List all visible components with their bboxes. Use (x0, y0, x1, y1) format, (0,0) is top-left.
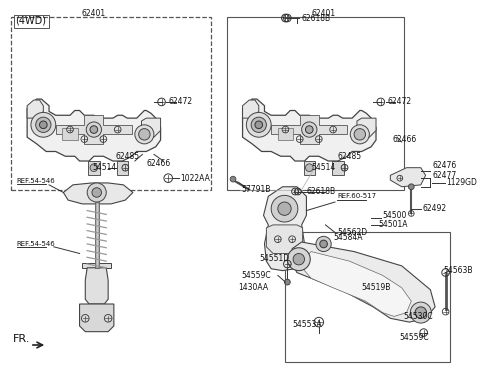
Polygon shape (292, 242, 435, 322)
Text: 62472: 62472 (387, 97, 411, 107)
Text: 62485: 62485 (116, 152, 140, 161)
Text: 54563B: 54563B (444, 266, 473, 275)
Circle shape (271, 195, 298, 222)
Text: 62472: 62472 (168, 97, 192, 107)
Polygon shape (27, 99, 161, 161)
Text: 62618B: 62618B (306, 187, 336, 196)
Text: 1022AA: 1022AA (180, 174, 210, 183)
Circle shape (255, 121, 263, 129)
Circle shape (39, 121, 47, 129)
Text: 62492: 62492 (423, 204, 447, 213)
Text: 62466: 62466 (392, 135, 417, 144)
Text: (4WD): (4WD) (15, 16, 46, 26)
Bar (332, 161, 344, 175)
Polygon shape (390, 168, 426, 187)
Bar (88, 161, 99, 175)
Bar (117, 161, 128, 175)
Circle shape (139, 129, 150, 140)
Text: 54559C: 54559C (400, 333, 430, 342)
Polygon shape (242, 100, 259, 118)
Text: 62401: 62401 (82, 9, 106, 18)
Circle shape (316, 236, 331, 252)
Polygon shape (85, 268, 108, 304)
Circle shape (305, 126, 313, 134)
Text: 62466: 62466 (146, 159, 170, 168)
Bar (11, 17, 211, 190)
Polygon shape (56, 115, 132, 144)
Text: REF.54-546: REF.54-546 (17, 241, 55, 247)
Circle shape (36, 117, 51, 132)
Polygon shape (27, 100, 43, 118)
Circle shape (415, 307, 427, 318)
Polygon shape (142, 118, 161, 137)
Text: 1430AA: 1430AA (238, 283, 268, 292)
Polygon shape (357, 118, 376, 137)
Text: 54530C: 54530C (404, 312, 433, 321)
Text: 54553A: 54553A (292, 319, 322, 328)
Circle shape (350, 125, 369, 144)
Circle shape (293, 254, 304, 265)
Text: 54519B: 54519B (362, 283, 391, 292)
Circle shape (90, 164, 97, 172)
Polygon shape (63, 183, 133, 204)
Circle shape (135, 125, 154, 144)
Polygon shape (80, 304, 114, 332)
Polygon shape (242, 99, 376, 161)
Circle shape (408, 184, 414, 190)
Circle shape (354, 129, 366, 140)
Text: 62476: 62476 (432, 161, 456, 170)
Circle shape (31, 113, 56, 137)
Circle shape (278, 202, 291, 215)
Text: 54584A: 54584A (333, 233, 362, 242)
Text: 54562D: 54562D (337, 228, 367, 237)
Text: FR.: FR. (13, 334, 30, 344)
Bar (285, 232, 450, 362)
Text: 1129GD: 1129GD (446, 178, 478, 187)
Text: 62477: 62477 (432, 171, 456, 180)
Text: 62401: 62401 (312, 9, 336, 18)
Text: 54514: 54514 (311, 163, 336, 172)
Text: 57791B: 57791B (241, 185, 271, 194)
Circle shape (90, 126, 97, 134)
Polygon shape (271, 115, 348, 144)
Text: 62618B: 62618B (301, 13, 331, 22)
Text: 54551D: 54551D (259, 254, 289, 263)
Text: 54559C: 54559C (241, 271, 271, 280)
Circle shape (301, 122, 317, 137)
Text: 62485: 62485 (338, 152, 362, 161)
Polygon shape (83, 263, 111, 268)
Bar (14, 15, 49, 28)
Text: 54500: 54500 (383, 211, 407, 220)
Circle shape (288, 248, 310, 271)
Polygon shape (264, 187, 306, 271)
Bar (228, 17, 404, 190)
Bar (303, 161, 315, 175)
Text: REF.54-546: REF.54-546 (17, 178, 55, 184)
Circle shape (285, 279, 290, 285)
Circle shape (87, 183, 106, 202)
Circle shape (92, 188, 101, 197)
Text: REF.60-517: REF.60-517 (337, 193, 376, 199)
Polygon shape (266, 225, 302, 254)
Polygon shape (62, 128, 78, 140)
Text: 54514: 54514 (92, 163, 116, 172)
Circle shape (410, 302, 432, 323)
Circle shape (320, 240, 327, 248)
Polygon shape (278, 128, 293, 140)
Circle shape (246, 113, 271, 137)
Circle shape (251, 117, 266, 132)
Circle shape (305, 164, 313, 172)
Text: 54501A: 54501A (378, 220, 408, 229)
Polygon shape (302, 252, 411, 316)
Circle shape (230, 176, 236, 182)
Circle shape (86, 122, 101, 137)
